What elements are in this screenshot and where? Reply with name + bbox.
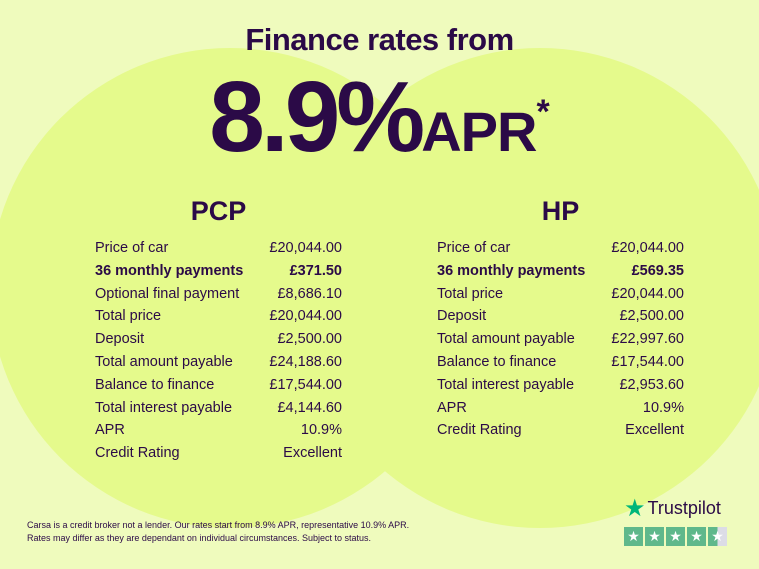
table-row: Balance to finance £17,544.00 — [437, 351, 684, 374]
row-value: £371.50 — [289, 262, 342, 279]
table-row: Total price £20,044.00 — [437, 283, 684, 306]
row-label: Total price — [95, 308, 162, 325]
row-label: 36 monthly payments — [437, 262, 586, 279]
rate-value: 8.9% — [209, 61, 425, 173]
row-label: 36 monthly payments — [95, 262, 244, 279]
row-label: Balance to finance — [95, 376, 215, 393]
row-label: Credit Rating — [437, 422, 522, 439]
hp-table: HP Price of car £20,044.00 36 monthly paym… — [437, 196, 684, 442]
star-icon: ★ — [687, 527, 706, 546]
row-label: Deposit — [95, 331, 145, 348]
row-value: £20,044.00 — [269, 308, 342, 325]
row-value: Excellent — [283, 445, 342, 462]
row-value: £20,044.00 — [269, 240, 342, 256]
table-row: Total amount payable £22,997.60 — [437, 328, 684, 351]
disclaimer: Carsa is a credit broker not a lender. O… — [27, 519, 409, 545]
table-row: Price of car £20,044.00 — [437, 237, 684, 260]
table-row: Credit Rating Excellent — [437, 419, 684, 442]
row-value: £17,544.00 — [269, 376, 342, 393]
row-value: £8,686.10 — [277, 285, 342, 302]
row-value: 10.9% — [300, 422, 342, 439]
row-value: £20,044.00 — [611, 240, 684, 256]
row-label: Total amount payable — [95, 353, 233, 370]
row-value: £2,953.60 — [619, 376, 684, 393]
row-value: £17,544.00 — [611, 353, 684, 370]
row-label: Total interest payable — [437, 376, 575, 393]
star-icon: ★ — [666, 527, 685, 546]
row-value: £20,044.00 — [611, 285, 684, 302]
star-icon: ★ — [624, 495, 646, 522]
row-label: Optional final payment — [95, 285, 240, 302]
table-row: Total price £20,044.00 — [95, 305, 342, 328]
pcp-table: PCP Price of car £20,044.00 36 monthly pay… — [95, 196, 342, 465]
table-row: 36 monthly payments £569.35 — [437, 260, 684, 283]
pcp-heading: PCP — [190, 196, 247, 226]
star-icon: ★ — [624, 527, 643, 546]
headline: Finance rates from — [245, 22, 514, 57]
asterisk: * — [536, 93, 550, 131]
hp-heading: HP — [541, 196, 580, 226]
table-row: APR 10.9% — [95, 419, 342, 442]
row-label: Total price — [437, 285, 504, 302]
table-row: 36 monthly payments £371.50 — [95, 260, 342, 283]
table-row: Balance to finance £17,544.00 — [95, 374, 342, 397]
right-background-circle — [300, 48, 759, 528]
trustpilot-rating: ★ ★ ★ ★ ★ — [624, 527, 727, 546]
table-row: Deposit £2,500.00 — [95, 328, 342, 351]
row-value: £4,144.60 — [277, 399, 342, 416]
row-value: £22,997.60 — [611, 331, 684, 348]
star-icon: ★ — [708, 527, 727, 546]
table-row: APR 10.9% — [437, 397, 684, 420]
apr-label: APR — [421, 100, 537, 163]
table-row: Total amount payable £24,188.60 — [95, 351, 342, 374]
table-row: Price of car £20,044.00 — [95, 237, 342, 260]
star-icon: ★ — [645, 527, 664, 546]
rate-display: 8.9%APR* — [0, 62, 759, 172]
row-value: £2,500.00 — [619, 308, 684, 325]
row-value: Excellent — [625, 422, 684, 439]
row-label: APR — [95, 422, 125, 439]
table-row: Credit Rating Excellent — [95, 442, 342, 465]
row-value: £569.35 — [631, 262, 684, 279]
table-row: Deposit £2,500.00 — [437, 305, 684, 328]
table-row: Total interest payable £4,144.60 — [95, 397, 342, 420]
row-label: Credit Rating — [95, 445, 180, 462]
row-label: Price of car — [95, 240, 169, 256]
row-label: Balance to finance — [437, 353, 557, 370]
row-label: Total amount payable — [437, 331, 575, 348]
trustpilot-badge[interactable]: ★ Trustpilot ★ ★ ★ ★ ★ — [624, 494, 727, 546]
pcp-rows: Price of car £20,044.00 36 monthly payment… — [95, 237, 342, 465]
row-value: £24,188.60 — [269, 353, 342, 370]
table-row: Optional final payment £8,686.10 — [95, 283, 342, 306]
row-label: Deposit — [437, 308, 487, 325]
disclaimer-line: Carsa is a credit broker not a lender. O… — [27, 520, 410, 530]
hp-rows: Price of car £20,044.00 36 monthly payment… — [437, 237, 684, 442]
trustpilot-name: Trustpilot — [647, 498, 721, 518]
disclaimer-line: Rates may differ as they are dependant o… — [27, 533, 372, 543]
row-value: £2,500.00 — [277, 331, 342, 348]
row-label: Price of car — [437, 240, 511, 256]
table-row: Total interest payable £2,953.60 — [437, 374, 684, 397]
row-label: APR — [437, 399, 467, 416]
row-value: 10.9% — [642, 399, 684, 416]
row-label: Total interest payable — [95, 399, 233, 416]
